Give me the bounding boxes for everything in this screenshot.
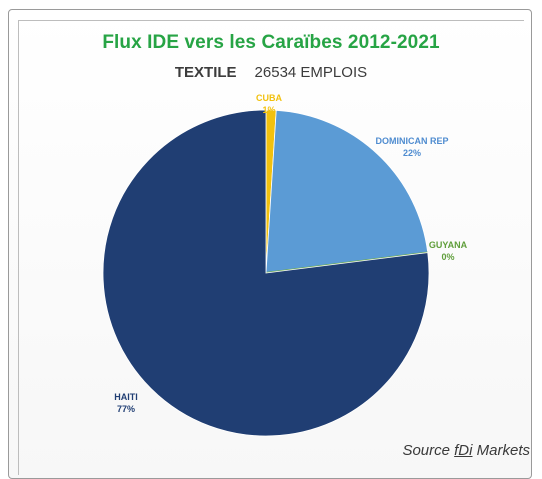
slice-value-dominican-rep: 22% <box>403 148 421 158</box>
chart-title: Flux IDE vers les Caraïbes 2012-2021 <box>102 32 440 53</box>
slice-label-haiti: HAITI <box>114 392 138 402</box>
slice-label-guyana: GUYANA <box>429 240 468 250</box>
pie-slice-dominican-rep <box>265 109 429 274</box>
slice-value-haiti: 77% <box>117 404 135 414</box>
slice-label-dominican-rep: DOMINICAN REP <box>375 136 448 146</box>
jobs-count: 26534 EMPLOIS <box>254 64 368 81</box>
source-note: Source fDi Markets <box>402 442 530 459</box>
slice-label-cuba: CUBA <box>256 93 282 103</box>
chart-area <box>18 20 524 475</box>
source-prefix: Source <box>402 442 455 459</box>
chart-subtitle: TEXTILE 26534 EMPLOIS <box>0 64 542 81</box>
sector-label: TEXTILE <box>174 64 237 81</box>
slice-value-cuba: 1% <box>262 105 275 115</box>
pie-slice-haiti <box>102 109 430 437</box>
slice-value-guyana: 0% <box>441 252 454 262</box>
source-brand: fDi <box>454 442 473 459</box>
source-suffix: Markets <box>472 442 530 459</box>
